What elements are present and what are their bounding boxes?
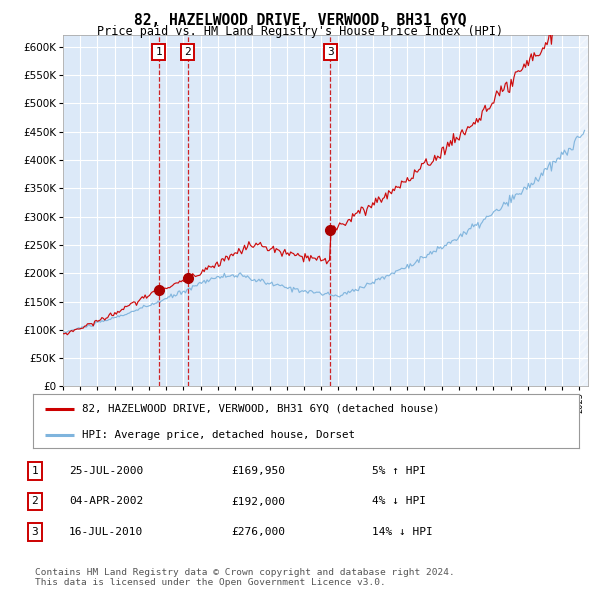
- Text: Price paid vs. HM Land Registry's House Price Index (HPI): Price paid vs. HM Land Registry's House …: [97, 25, 503, 38]
- Text: 5% ↑ HPI: 5% ↑ HPI: [372, 466, 426, 476]
- Text: 16-JUL-2010: 16-JUL-2010: [69, 527, 143, 537]
- Text: 4% ↓ HPI: 4% ↓ HPI: [372, 497, 426, 506]
- Text: £169,950: £169,950: [231, 466, 285, 476]
- Text: 3: 3: [31, 527, 38, 537]
- Text: £276,000: £276,000: [231, 527, 285, 537]
- Text: 2: 2: [184, 47, 191, 57]
- Text: This data is licensed under the Open Government Licence v3.0.: This data is licensed under the Open Gov…: [35, 578, 386, 588]
- Text: 14% ↓ HPI: 14% ↓ HPI: [372, 527, 433, 537]
- Text: 25-JUL-2000: 25-JUL-2000: [69, 466, 143, 476]
- Text: Contains HM Land Registry data © Crown copyright and database right 2024.: Contains HM Land Registry data © Crown c…: [35, 568, 455, 577]
- Text: HPI: Average price, detached house, Dorset: HPI: Average price, detached house, Dors…: [82, 430, 355, 440]
- Text: 82, HAZELWOOD DRIVE, VERWOOD, BH31 6YQ (detached house): 82, HAZELWOOD DRIVE, VERWOOD, BH31 6YQ (…: [82, 404, 440, 414]
- Text: 1: 1: [31, 466, 38, 476]
- Text: 1: 1: [155, 47, 162, 57]
- Text: 82, HAZELWOOD DRIVE, VERWOOD, BH31 6YQ: 82, HAZELWOOD DRIVE, VERWOOD, BH31 6YQ: [134, 13, 466, 28]
- Bar: [580, 35, 588, 386]
- Text: £192,000: £192,000: [231, 497, 285, 506]
- Text: 2: 2: [31, 497, 38, 506]
- Text: 3: 3: [327, 47, 334, 57]
- Text: 04-APR-2002: 04-APR-2002: [69, 497, 143, 506]
